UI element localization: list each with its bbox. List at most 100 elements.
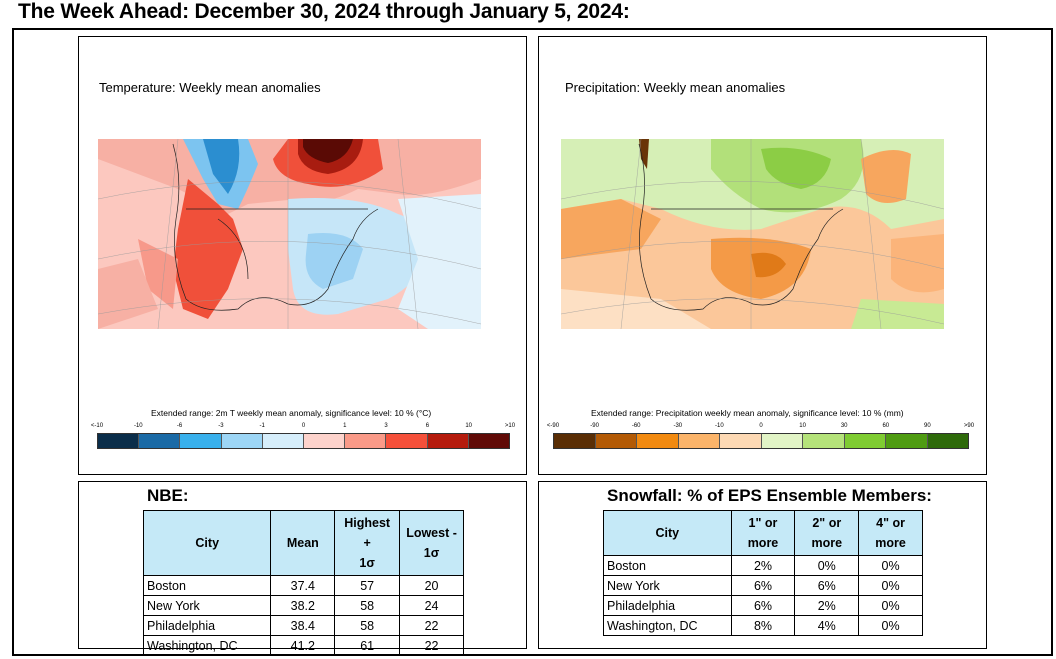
temperature-tick-label: 6 [425,423,430,429]
temperature-tick-label: >10 [504,423,516,429]
snowfall-table-row: New York 6% 6% 0% [603,575,923,596]
nbe-city-cell: Philadelphia [142,615,272,636]
precipitation-color-swatch [927,434,968,448]
precipitation-tick-label: -60 [631,423,641,429]
precipitation-tick-label: -30 [673,423,683,429]
nbe-column-header: Highest +1σ [334,510,401,576]
nbe-value-cell: 20 [399,575,464,596]
temperature-scale-ticks: <-10 -10 -6 -3 -1 0 1 3 6 10 >10 [91,423,515,431]
temperature-tick-label: -10 [133,423,143,429]
temperature-color-swatch [262,434,305,448]
temperature-color-swatch [221,434,263,448]
nbe-city-cell: Washington, DC [142,635,272,656]
precipitation-color-swatch [844,434,886,448]
snowfall-value-cell: 0% [858,555,923,576]
snowfall-value-cell: 0% [794,555,860,576]
temperature-scale-caption: Extended range: 2m T weekly mean anomaly… [151,408,432,418]
temperature-tick-label: -6 [176,423,183,429]
temperature-color-swatch [304,434,346,448]
precipitation-tick-label: -10 [715,423,724,429]
precipitation-tick-label: >90 [963,423,975,429]
snowfall-city-cell: Boston [603,555,732,576]
precipitation-anomaly-map [561,139,944,329]
precipitation-tick-label: 10 [799,423,806,429]
precipitation-color-scale [553,433,969,449]
snowfall-value-cell: 8% [730,615,796,636]
precipitation-tick-label: 90 [924,423,931,429]
snowfall-value-cell: 4% [794,615,860,636]
snowfall-column-header: 4" or more [858,510,923,556]
nbe-column-header: City [142,510,272,576]
nbe-table-row: Philadelphia 38.4 58 22 [142,615,464,636]
snowfall-city-cell: Philadelphia [603,595,732,616]
temperature-tick-label: 10 [465,423,473,429]
snowfall-city-cell: Washington, DC [603,615,732,636]
snowfall-value-cell: 6% [794,575,860,596]
precipitation-color-swatch [803,434,845,448]
outer-frame [12,28,1053,656]
snowfall-table: City 1" or more 2" or more 4" or more Boston 2%… [603,510,923,636]
nbe-value-cell: 37.4 [270,575,336,596]
nbe-city-cell: New York [142,595,272,616]
precipitation-color-swatch [554,434,596,448]
temperature-tick-label: 1 [343,423,347,429]
nbe-column-header: Lowest -1σ [399,510,464,576]
temperature-tick-label: -3 [218,423,224,429]
precipitation-tick-label: <-90 [546,423,560,429]
snowfall-panel: Snowfall: % of EPS Ensemble Members: Cit… [538,481,987,649]
precipitation-color-swatch [761,434,803,448]
precipitation-map-title: Precipitation: Weekly mean anomalies [565,80,786,95]
temperature-tick-label: <-10 [90,423,104,429]
temperature-panel: Temperature: Weekly mean anomalies Exten… [78,36,527,475]
temperature-color-swatch [98,434,140,448]
snowfall-value-cell: 0% [858,615,923,636]
temperature-color-swatch [427,434,469,448]
temperature-color-scale [97,433,510,449]
nbe-table-row: Washington, DC 41.2 61 22 [142,635,464,656]
temperature-color-swatch [139,434,181,448]
precipitation-panel: Precipitation: Weekly mean anomalies Ext… [538,36,987,475]
snowfall-column-header: 2" or more [794,510,860,556]
snowfall-column-header: 1" or more [730,510,796,556]
precipitation-tick-label: 60 [882,423,890,429]
snowfall-table-row: Philadelphia 6% 2% 0% [603,595,923,616]
snowfall-table-row: Boston 2% 0% 0% [603,555,923,576]
snowfall-value-cell: 6% [730,595,796,616]
temperature-color-swatch [180,434,222,448]
temperature-tick-label: 0 [301,423,306,429]
snowfall-city-cell: New York [603,575,732,596]
nbe-column-header: Mean [270,510,336,576]
precipitation-tick-label: -90 [590,423,599,429]
temperature-color-swatch [468,434,510,448]
nbe-value-cell: 41.2 [270,635,336,656]
precipitation-tick-label: 30 [840,423,848,429]
temperature-color-swatch [386,434,428,448]
temperature-color-swatch [345,434,387,448]
snowfall-value-cell: 6% [730,575,796,596]
precipitation-color-swatch [720,434,762,448]
snowfall-value-cell: 2% [730,555,796,576]
temperature-map-title: Temperature: Weekly mean anomalies [99,80,321,95]
precipitation-color-swatch [886,434,928,448]
nbe-table-row: New York 38.2 58 24 [142,595,464,616]
nbe-value-cell: 38.2 [270,595,336,616]
nbe-value-cell: 58 [334,595,401,616]
nbe-value-cell: 38.4 [270,615,336,636]
snowfall-title: Snowfall: % of EPS Ensemble Members: [607,486,932,505]
precipitation-color-swatch [637,434,679,448]
snowfall-column-header: City [603,510,732,556]
snowfall-table-row: Washington, DC 8% 4% 0% [603,615,923,636]
nbe-panel: NBE: City Mean Highest +1σ Lowest -1σ Bosto… [78,481,527,656]
page-title: The Week Ahead: December 30, 2024 throug… [18,0,630,23]
precipitation-color-swatch [678,434,720,448]
precipitation-tick-label: 0 [759,423,763,429]
snowfall-value-cell: 2% [794,595,860,616]
nbe-value-cell: 22 [399,615,464,636]
temperature-tick-label: -1 [259,423,265,429]
temperature-tick-label: 3 [384,423,388,429]
nbe-value-cell: 61 [334,635,401,656]
snowfall-value-cell: 0% [858,575,923,596]
snowfall-value-cell: 0% [858,595,923,616]
nbe-title: NBE: [147,486,189,505]
nbe-table-row: Boston 37.4 57 20 [142,575,464,596]
